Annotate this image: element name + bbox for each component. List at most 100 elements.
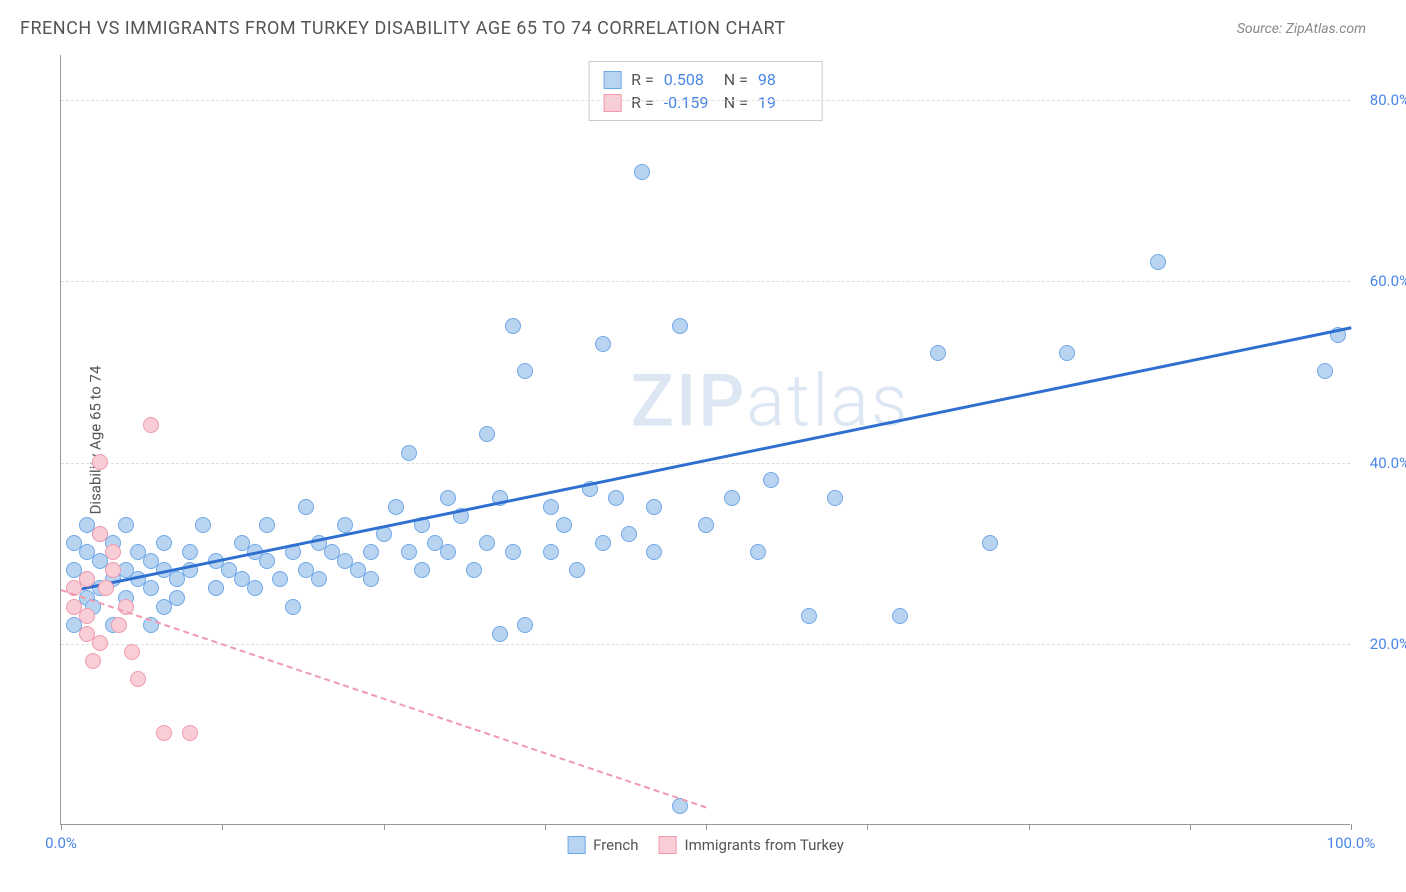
data-point xyxy=(388,499,404,515)
data-point xyxy=(414,562,430,578)
data-point xyxy=(363,544,379,560)
data-point xyxy=(401,544,417,560)
r-label: R = xyxy=(631,93,654,112)
data-point xyxy=(79,608,95,624)
data-point xyxy=(892,608,908,624)
data-point xyxy=(156,535,172,551)
legend-item: French xyxy=(567,836,638,854)
data-point xyxy=(92,635,108,651)
x-tick xyxy=(545,824,546,830)
stats-row: R =0.508N =98 xyxy=(603,68,808,91)
r-value: -0.159 xyxy=(664,93,714,112)
data-point xyxy=(298,499,314,515)
data-point xyxy=(930,345,946,361)
chart-area: Disability Age 65 to 74 ZIPatlas R =0.50… xyxy=(60,55,1350,825)
data-point xyxy=(440,544,456,560)
x-tick xyxy=(61,824,62,830)
y-tick-label: 80.0% xyxy=(1355,91,1406,109)
x-tick xyxy=(867,824,868,830)
data-point xyxy=(595,336,611,352)
data-point xyxy=(505,544,521,560)
data-point xyxy=(646,499,662,515)
data-point xyxy=(672,318,688,334)
data-point xyxy=(750,544,766,560)
data-point xyxy=(259,517,275,533)
n-label: N = xyxy=(724,70,748,89)
grid-line xyxy=(61,281,1350,282)
n-value: 19 xyxy=(758,93,808,112)
data-point xyxy=(479,535,495,551)
grid-line xyxy=(61,100,1350,101)
data-point xyxy=(517,363,533,379)
data-point xyxy=(143,417,159,433)
chart-title: FRENCH VS IMMIGRANTS FROM TURKEY DISABIL… xyxy=(20,18,786,39)
x-tick xyxy=(706,824,707,830)
data-point xyxy=(105,544,121,560)
data-point xyxy=(698,517,714,533)
data-point xyxy=(208,580,224,596)
legend: French Immigrants from Turkey xyxy=(567,836,844,854)
data-point xyxy=(466,562,482,578)
data-point xyxy=(763,472,779,488)
y-tick-label: 40.0% xyxy=(1355,454,1406,472)
data-point xyxy=(801,608,817,624)
data-point xyxy=(1059,345,1075,361)
data-point xyxy=(156,725,172,741)
x-tick-label: 0.0% xyxy=(45,834,77,852)
data-point xyxy=(259,553,275,569)
data-point xyxy=(169,590,185,606)
grid-line xyxy=(61,463,1350,464)
data-point xyxy=(272,571,288,587)
data-point xyxy=(724,490,740,506)
n-label: N = xyxy=(724,93,748,112)
data-point xyxy=(143,580,159,596)
data-point xyxy=(182,725,198,741)
data-point xyxy=(595,535,611,551)
x-tick xyxy=(222,824,223,830)
data-point xyxy=(92,526,108,542)
legend-swatch xyxy=(603,71,621,89)
x-tick xyxy=(1351,824,1352,830)
data-point xyxy=(92,454,108,470)
data-point xyxy=(646,544,662,560)
data-point xyxy=(1150,254,1166,270)
data-point xyxy=(130,671,146,687)
data-point xyxy=(111,617,127,633)
x-tick-label: 100.0% xyxy=(1327,834,1376,852)
data-point xyxy=(827,490,843,506)
x-tick xyxy=(384,824,385,830)
grid-line xyxy=(61,644,1350,645)
data-point xyxy=(440,490,456,506)
r-label: R = xyxy=(631,70,654,89)
data-point xyxy=(85,653,101,669)
data-point xyxy=(182,544,198,560)
data-point xyxy=(621,526,637,542)
data-point xyxy=(543,544,559,560)
data-point xyxy=(608,490,624,506)
data-point xyxy=(118,517,134,533)
data-point xyxy=(569,562,585,578)
data-point xyxy=(517,617,533,633)
n-value: 98 xyxy=(758,70,808,89)
data-point xyxy=(285,599,301,615)
legend-swatch xyxy=(603,94,621,112)
legend-label: French xyxy=(593,836,638,854)
source-label: Source: ZipAtlas.com xyxy=(1237,21,1366,37)
legend-swatch xyxy=(659,836,677,854)
data-point xyxy=(337,517,353,533)
data-point xyxy=(124,644,140,660)
data-point xyxy=(247,580,263,596)
data-point xyxy=(105,562,121,578)
data-point xyxy=(505,318,521,334)
y-tick-label: 20.0% xyxy=(1355,635,1406,653)
data-point xyxy=(98,580,114,596)
data-point xyxy=(479,426,495,442)
regression-line xyxy=(74,327,1352,592)
data-point xyxy=(79,571,95,587)
data-point xyxy=(982,535,998,551)
x-tick xyxy=(1190,824,1191,830)
data-point xyxy=(195,517,211,533)
data-point xyxy=(543,499,559,515)
data-point xyxy=(634,164,650,180)
legend-item: Immigrants from Turkey xyxy=(659,836,844,854)
